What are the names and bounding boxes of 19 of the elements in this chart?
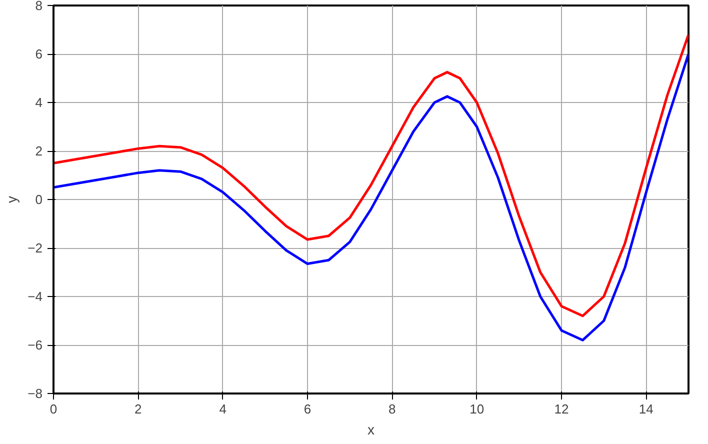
- x-axis-title: x: [368, 422, 374, 438]
- x-tick-label: 2: [134, 402, 142, 416]
- x-tick-label: 10: [470, 402, 484, 416]
- y-tick-label: −8: [28, 386, 43, 401]
- y-tick-label: 2: [35, 144, 43, 158]
- x-tick-label: 12: [554, 402, 569, 416]
- y-tick-label: 6: [35, 46, 43, 62]
- x-tick-label: 4: [219, 402, 226, 416]
- y-tick-label: 8: [35, 0, 43, 13]
- x-tick-label: 14: [638, 402, 654, 416]
- x-tick-label: 6: [304, 402, 312, 416]
- y-tick-label: −6: [28, 338, 43, 352]
- y-tick-label: −2: [28, 240, 43, 256]
- y-axis-title: y: [4, 196, 20, 203]
- x-tick-label: 0: [50, 402, 58, 416]
- y-tick-label: 4: [35, 95, 43, 110]
- y-tick-label: 0: [35, 192, 43, 207]
- x-tick-label: 8: [388, 402, 396, 416]
- y-tick-label: −4: [28, 289, 43, 304]
